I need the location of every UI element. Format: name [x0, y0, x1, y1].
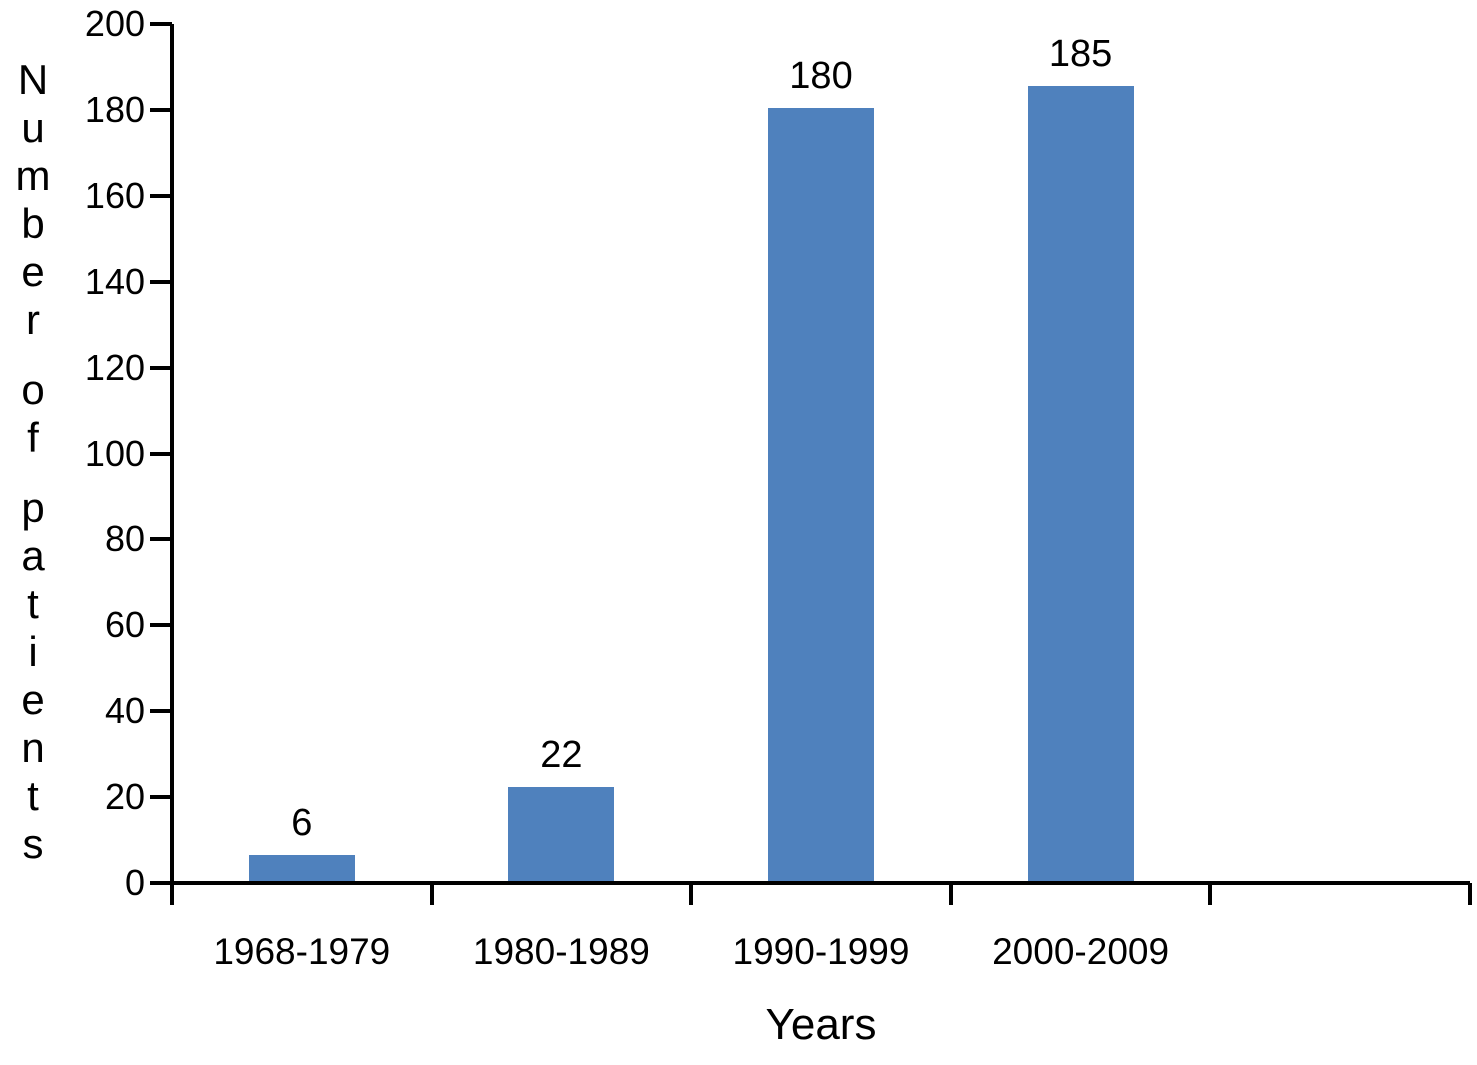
y-axis-tick: [150, 623, 172, 628]
x-axis-category-label: 2000-2009: [992, 931, 1170, 972]
y-axis-tick: [150, 107, 172, 112]
y-axis-tick-label: 140: [84, 260, 145, 302]
x-axis-line: [170, 881, 1470, 885]
y-axis-tick: [150, 537, 172, 542]
x-axis-category-label: 1980-1989: [472, 931, 650, 972]
y-axis-title-letter: o: [21, 366, 45, 413]
bar: [508, 786, 615, 881]
x-axis-title: Years: [765, 1000, 877, 1049]
y-axis-title-letter: r: [26, 296, 40, 343]
y-axis-tick: [150, 279, 172, 284]
bar: [768, 107, 874, 881]
y-axis-tick-label: 80: [104, 518, 145, 560]
y-axis-tick-label: 20: [104, 776, 145, 818]
x-axis-tick: [1468, 883, 1472, 905]
y-axis-title-letter: s: [22, 820, 44, 867]
bar-value-label: 6: [291, 802, 313, 845]
y-axis-title-letter: a: [21, 532, 45, 579]
y-axis-title-letter: n: [21, 724, 45, 771]
x-axis-category-label: 1968-1979: [213, 931, 391, 972]
y-axis-tick-label: 180: [84, 88, 145, 130]
y-axis-title-letter: N: [17, 56, 49, 103]
y-axis-title-letter: e: [21, 248, 45, 295]
y-axis-title-letter: p: [21, 484, 45, 531]
x-axis-category-label: 1990-1999: [732, 931, 910, 972]
y-axis-line: [170, 24, 174, 905]
x-axis-tick: [948, 883, 953, 905]
y-axis-tick: [150, 193, 172, 198]
y-axis-tick-label: 60: [104, 604, 145, 646]
y-axis-tick: [150, 881, 172, 885]
y-axis-tick-label: 100: [84, 432, 145, 474]
y-axis-tick-label: 0: [124, 862, 145, 903]
y-axis-title-letter: t: [27, 772, 39, 819]
x-axis-tick: [689, 883, 694, 905]
x-axis-tick: [429, 883, 434, 905]
y-axis-title-letter: e: [21, 676, 45, 723]
bar-value-label: 185: [1048, 33, 1113, 76]
y-axis-title-letter: m: [15, 152, 51, 199]
y-axis-title-letter: u: [21, 104, 45, 151]
x-axis-tick: [1208, 883, 1213, 905]
y-axis-tick: [150, 365, 172, 370]
y-axis-tick: [150, 709, 172, 714]
y-axis-tick-label: 200: [84, 3, 145, 44]
y-axis-tick-label: 120: [84, 346, 145, 388]
y-axis-title-letter: i: [28, 628, 38, 675]
y-axis-tick-label: 40: [104, 690, 145, 732]
y-axis-title-letter: f: [27, 414, 39, 461]
bar-value-label: 22: [540, 733, 583, 776]
y-axis-tick: [150, 795, 172, 800]
y-axis-tick: [150, 22, 172, 26]
y-axis-tick-label: 160: [84, 174, 145, 216]
y-axis-tick: [150, 451, 172, 456]
bar: [248, 855, 355, 881]
y-axis-title-letter: b: [21, 200, 45, 247]
bar: [1027, 86, 1134, 881]
y-axis-title-letter: t: [27, 580, 39, 627]
bar-value-label: 180: [789, 54, 853, 97]
